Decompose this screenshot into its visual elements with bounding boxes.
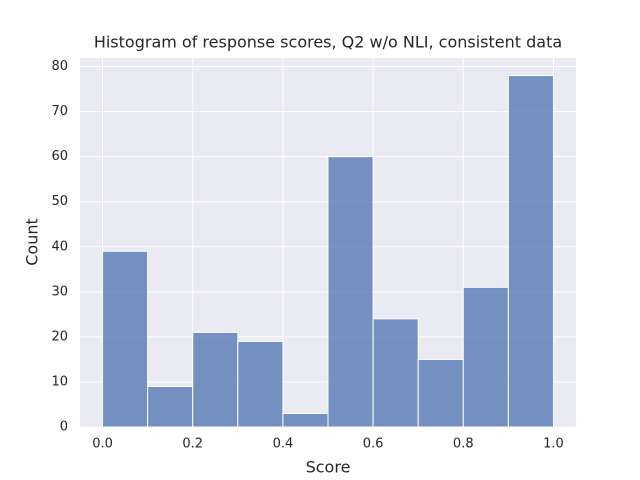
bar [462,286,509,428]
x-tick-label: 0.0 [92,437,113,452]
bar [282,412,329,428]
y-tick-label: 40 [51,239,68,254]
bar [507,75,554,428]
bar [237,340,284,428]
y-tick-label: 20 [51,329,68,344]
x-tick-label: 0.6 [363,437,384,452]
x-tick-label: 0.8 [453,437,474,452]
x-tick-label: 0.4 [273,437,294,452]
y-tick-label: 30 [51,284,68,299]
bar [192,331,239,428]
y-tick-label: 70 [51,104,68,119]
y-tick-label: 60 [51,149,68,164]
bar [147,385,194,428]
y-tick-label: 80 [51,59,68,74]
bar [102,250,149,428]
chart-title: Histogram of response scores, Q2 w/o NLI… [94,33,562,52]
bar [327,156,374,428]
y-tick-label: 10 [51,374,68,389]
y-axis-label: Count [23,218,42,266]
y-tick-label: 50 [51,194,68,209]
y-tick-label: 0 [60,420,68,435]
bar [417,358,464,428]
x-tick-label: 1.0 [543,437,564,452]
x-tick-label: 0.2 [182,437,203,452]
bar [372,318,419,428]
x-axis-label: Score [306,458,351,477]
